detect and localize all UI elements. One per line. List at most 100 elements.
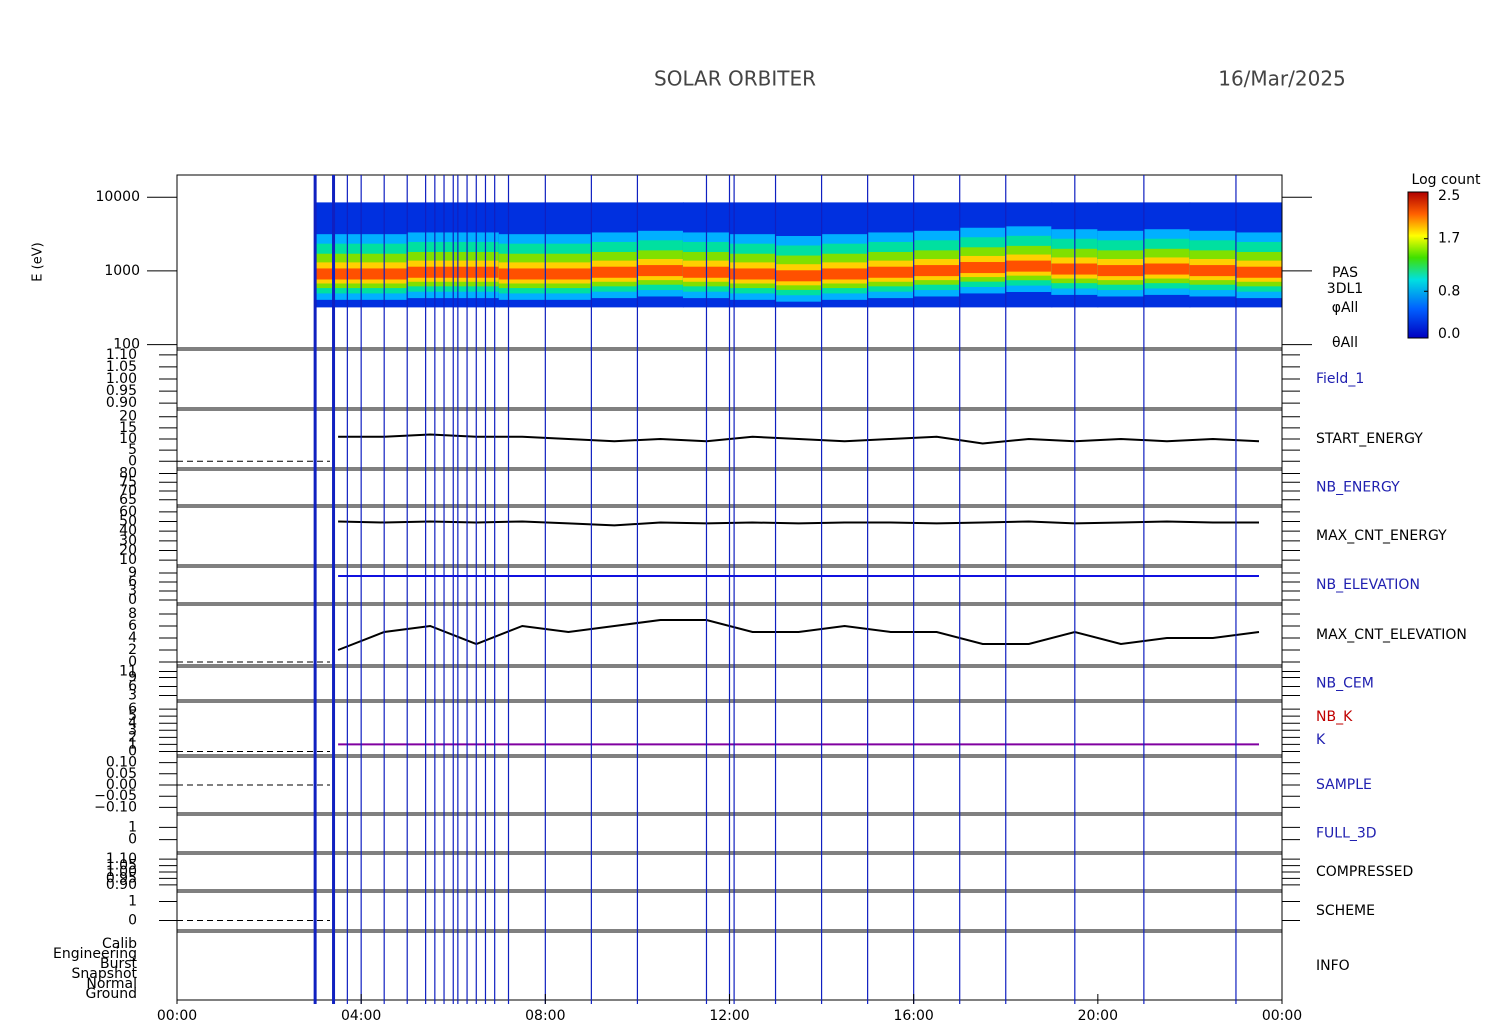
y-tick-label: 0.90 [106,395,137,411]
y-tick-label: 0 [128,654,137,670]
y-tick-label: 75 [119,474,137,490]
y-tick-label: 6 [128,618,137,634]
spectrogram-band [498,268,546,280]
y-tick-label: 50 [119,514,137,530]
panel-label: NB_CEM [1316,676,1374,692]
y-tick-label: 0.05 [106,766,137,782]
panel-label: INFO [1316,958,1350,974]
spectrogram-band [314,268,362,280]
y-tick-label: 0.90 [106,877,137,893]
panel-label: MAX_CNT_ELEVATION [1316,627,1467,643]
spectrogram-band [406,266,454,278]
y-tick-label: 2 [128,642,137,658]
spectrogram-band [636,265,684,277]
y-tick-label: 1.00 [106,371,137,387]
y-tick-label: 8 [128,606,137,622]
y-tick-label: 1 [128,819,137,835]
y-tick-label: 3 [128,688,137,704]
y-tick-label: −0.10 [94,799,137,815]
y-tick-label: 1.05 [106,858,137,874]
y-tick-label: 20 [119,409,137,425]
y-tick-label: 6 [128,701,137,717]
spectrogram-band [1235,266,1283,278]
panel-label: COMPRESSED [1316,864,1413,880]
data-line [337,619,1260,651]
y-tick-label: 4 [128,715,137,731]
y-tick-label: 1.00 [106,864,137,880]
y-tick-label: Normal [86,976,137,992]
y-tick-label: 9 [128,565,137,581]
y-tick-label: 1.10 [106,851,137,867]
spectrogram-band [913,265,961,277]
y-tick-label: 5 [128,708,137,724]
panel-label: NB_ELEVATION [1316,577,1420,593]
y-tick-label: 2 [128,729,137,745]
y-tick-label: 40 [119,523,137,539]
x-tick-label: 00:00 [1262,1008,1302,1020]
data-line [338,433,1260,445]
x-tick-label: 00:00 [157,1008,197,1020]
panel-label: Field_1 [1316,371,1364,387]
spectrogram-band [729,268,777,280]
y-tick-label: 3 [128,583,137,599]
y-tick-label: 0.00 [106,777,137,793]
y-tick-label: 10 [119,552,137,568]
y-tick-label: 65 [119,492,137,508]
y-tick-label: 10000 [95,189,140,205]
x-tick-label: 12:00 [709,1008,749,1020]
x-tick-label: 16:00 [893,1008,933,1020]
panel-label: φAll [1332,300,1359,316]
y-tick-label: 30 [119,533,137,549]
spectrogram-band [544,268,592,280]
panel-label: NB_K [1316,709,1353,725]
y-tick-label: 10 [119,431,137,447]
spectrogram-band [590,266,638,278]
panel-label: SAMPLE [1316,777,1372,793]
panel-label: FULL_3D [1316,826,1377,842]
spectrogram-band [867,266,915,278]
y-tick-label: 1.10 [106,347,137,363]
y-tick-label: 5 [128,442,137,458]
x-tick-label: 20:00 [1078,1008,1118,1020]
title: SOLAR ORBITER [654,67,816,91]
panel-label: PAS [1332,265,1358,281]
spectrogram-band [1189,265,1237,277]
y-tick-label: −0.05 [94,788,137,804]
y-tick-label: 20 [119,543,137,559]
colorbar-tick-label: 0.8 [1438,283,1460,299]
y-tick-label: 1 [128,894,137,910]
y-tick-label: 100 [113,337,140,353]
x-tick-label: 04:00 [341,1008,381,1020]
y-tick-label: 1.05 [106,359,137,375]
panel-label: NB_ENERGY [1316,480,1400,496]
panel-label: θAll [1332,335,1358,351]
y-tick-label: Snapshot [72,966,138,982]
y-tick-label: Calib [102,936,137,952]
spectrogram-band [1143,263,1191,275]
y-tick-label: 15 [119,420,137,436]
y-tick-label: 80 [119,466,137,482]
data-line [338,520,1259,527]
panel-label: 3DL1 [1327,281,1363,297]
panel-label: K [1316,732,1326,748]
y-tick-label: 4 [128,630,137,646]
colorbar-tick-label: 0.0 [1438,326,1460,342]
y-axis-label: E (eV) [31,242,46,281]
y-tick-label: 3 [128,722,137,738]
panel-label: SCHEME [1316,903,1375,919]
y-tick-label: 9 [128,670,137,686]
y-tick-label: 6 [128,679,137,695]
spectrogram-band [959,262,1007,274]
y-tick-label: 6 [128,574,137,590]
colorbar-tick-label: 2.5 [1438,188,1460,204]
spectrogram-band [1097,265,1145,277]
y-tick-label: Engineering [53,946,137,962]
y-tick-label: 70 [119,483,137,499]
y-tick-label: 0 [128,592,137,608]
y-tick-label: 0 [128,453,137,469]
y-tick-label: 0.95 [106,870,137,886]
spectrogram-band [821,268,869,280]
panel-label: START_ENERGY [1316,431,1423,447]
colorbar [1407,191,1429,339]
